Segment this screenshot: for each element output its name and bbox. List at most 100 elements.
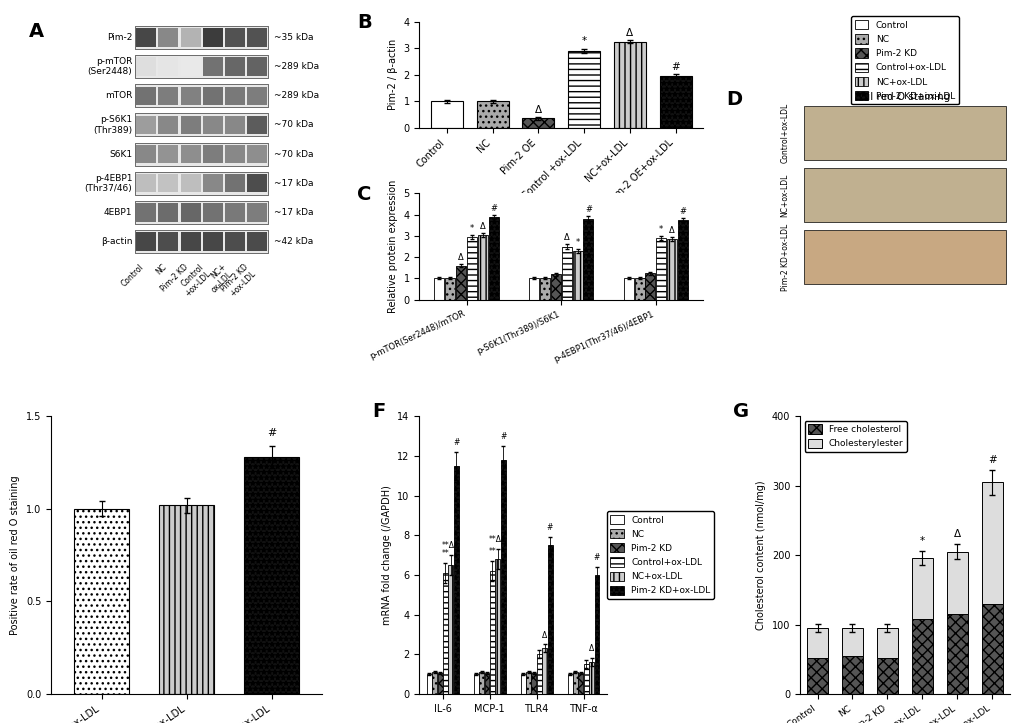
Text: Control+ox-LDL: Control+ox-LDL: [780, 103, 789, 163]
Bar: [158, 232, 178, 251]
FancyBboxPatch shape: [803, 168, 1005, 222]
Y-axis label: Pim-2 / β-actin: Pim-2 / β-actin: [387, 39, 397, 111]
Bar: [442, 573, 447, 694]
Bar: [247, 87, 267, 105]
Text: NC+ox-LDL: NC+ox-LDL: [780, 174, 789, 217]
Bar: [659, 76, 691, 128]
Legend: Control, NC, Pim-2 KD, Control+ox-LDL, NC+ox-LDL, Pim-2 KD+ox-LDL: Control, NC, Pim-2 KD, Control+ox-LDL, N…: [606, 511, 713, 599]
Text: B: B: [357, 13, 371, 33]
Text: ~289 kDa: ~289 kDa: [273, 91, 318, 100]
Text: ~35 kDa: ~35 kDa: [273, 33, 313, 42]
Bar: [203, 116, 222, 134]
Text: **ΔΔ: **ΔΔ: [441, 542, 460, 550]
Bar: [203, 57, 222, 76]
Bar: [225, 203, 245, 222]
Legend: Control, NC, Pim-2 KD, Control+ox-LDL, NC+ox-LDL, Pim-2 KD+ox-LDL: Control, NC, Pim-2 KD, Control+ox-LDL, N…: [851, 17, 958, 104]
Legend: Free cholesterol, Cholesterylester: Free cholesterol, Cholesterylester: [804, 421, 906, 452]
Text: Δ: Δ: [480, 222, 485, 231]
Bar: [613, 42, 645, 128]
Bar: [135, 26, 268, 49]
Text: ~17 kDa: ~17 kDa: [273, 179, 313, 188]
Text: #: #: [546, 523, 552, 532]
Text: **ΔΔ: **ΔΔ: [488, 535, 506, 544]
Bar: [806, 628, 827, 658]
Bar: [135, 230, 268, 253]
Bar: [578, 673, 583, 694]
Bar: [225, 57, 245, 76]
Bar: [137, 232, 156, 251]
Bar: [445, 278, 454, 299]
Bar: [500, 460, 505, 694]
Bar: [135, 55, 268, 78]
Bar: [203, 174, 222, 192]
Bar: [137, 116, 156, 134]
Bar: [137, 203, 156, 222]
Text: *: *: [919, 536, 924, 546]
Text: *: *: [575, 238, 579, 247]
Bar: [225, 28, 245, 46]
Bar: [520, 675, 525, 694]
Bar: [432, 672, 437, 694]
Bar: [244, 457, 299, 694]
Bar: [225, 87, 245, 105]
Text: mTOR: mTOR: [105, 91, 132, 100]
Bar: [137, 28, 156, 46]
Bar: [876, 658, 897, 694]
Bar: [645, 273, 655, 299]
Bar: [655, 238, 665, 299]
Text: Pim-2 KD
+ox-LDL: Pim-2 KD +ox-LDL: [218, 262, 257, 300]
Bar: [247, 174, 267, 192]
Bar: [159, 505, 214, 694]
Bar: [946, 552, 967, 615]
Text: NC+
ox-LDL: NC+ ox-LDL: [203, 262, 234, 294]
Text: ~289 kDa: ~289 kDa: [273, 62, 318, 71]
Bar: [158, 203, 178, 222]
Bar: [180, 57, 201, 76]
Text: Δ: Δ: [588, 644, 594, 654]
Bar: [946, 615, 967, 694]
Bar: [135, 201, 268, 224]
Bar: [135, 142, 268, 166]
Bar: [448, 565, 452, 694]
Bar: [203, 87, 222, 105]
Bar: [180, 28, 201, 46]
Bar: [247, 145, 267, 163]
Bar: [137, 87, 156, 105]
Text: ~70 kDa: ~70 kDa: [273, 121, 313, 129]
Bar: [876, 628, 897, 658]
Bar: [561, 247, 571, 299]
Bar: [135, 230, 268, 253]
Bar: [135, 114, 268, 137]
Y-axis label: Relative protein expression: Relative protein expression: [387, 180, 397, 313]
Bar: [473, 675, 478, 694]
Bar: [203, 232, 222, 251]
Bar: [247, 28, 267, 46]
Text: #: #: [671, 61, 680, 72]
Bar: [531, 673, 536, 694]
Bar: [583, 218, 593, 299]
Bar: [74, 509, 129, 694]
Bar: [678, 220, 688, 299]
Bar: [529, 278, 538, 299]
Bar: [453, 466, 459, 694]
Bar: [137, 174, 156, 192]
Text: p-mTOR
(Ser2448): p-mTOR (Ser2448): [88, 57, 132, 76]
Bar: [180, 145, 201, 163]
Text: 4EBP1: 4EBP1: [104, 208, 132, 217]
Bar: [203, 145, 222, 163]
Bar: [478, 235, 487, 299]
Bar: [841, 656, 862, 694]
Bar: [841, 628, 862, 656]
Text: **: **: [488, 547, 496, 556]
Bar: [542, 649, 546, 694]
Bar: [135, 201, 268, 224]
Text: Δ: Δ: [541, 630, 547, 640]
Bar: [158, 87, 178, 105]
Text: Control: Control: [120, 262, 146, 288]
Bar: [489, 571, 494, 694]
Text: p-S6K1
(Thr389): p-S6K1 (Thr389): [93, 115, 132, 134]
Bar: [135, 55, 268, 78]
Bar: [426, 675, 431, 694]
Text: #: #: [499, 432, 505, 441]
Text: #: #: [584, 205, 591, 214]
